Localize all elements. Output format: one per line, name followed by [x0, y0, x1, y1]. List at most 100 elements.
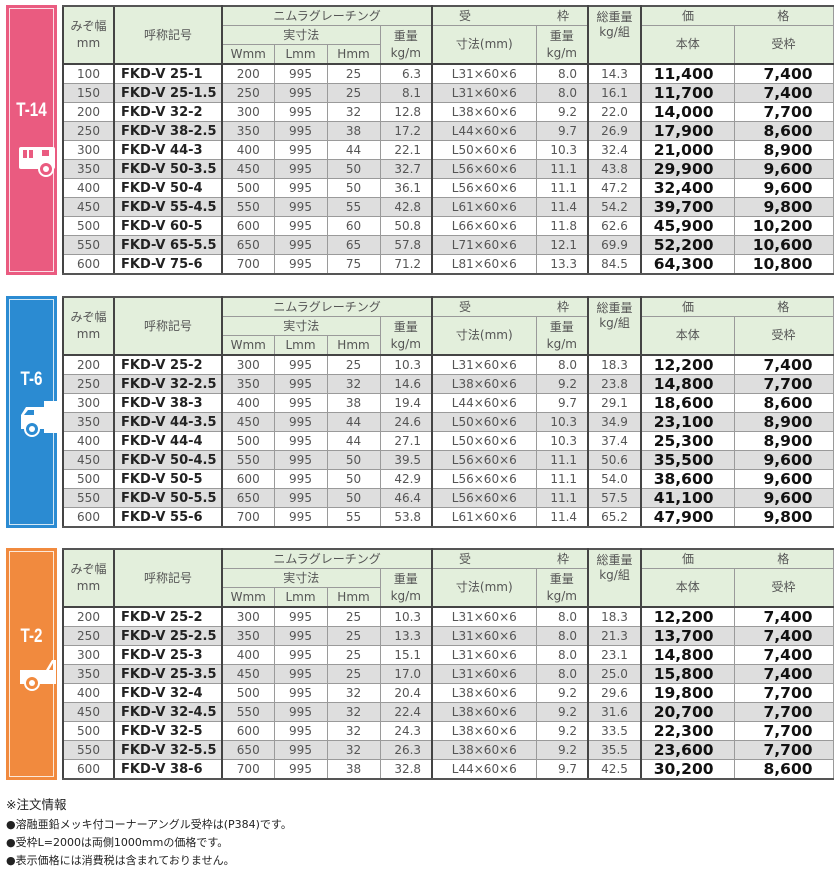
- cell-width: 550: [63, 236, 114, 255]
- cell-name: FKD-V 50-5.5: [114, 489, 222, 508]
- header-frame-a: 受: [432, 6, 536, 26]
- header-grating: ニムラグレーチング: [222, 549, 432, 569]
- cell-l: 995: [274, 64, 327, 84]
- cell-name: FKD-V 55-4.5: [114, 198, 222, 217]
- cell-body-price: 41,100: [641, 489, 734, 508]
- cell-frame-price: 9,600: [734, 470, 833, 489]
- load-class-label: T-14: [11, 100, 52, 122]
- cell-name: FKD-V 50-4: [114, 179, 222, 198]
- cell-frame-price: 7,700: [734, 722, 833, 741]
- cell-body-price: 35,500: [641, 451, 734, 470]
- cell-frame-size: L38×60×6: [432, 375, 536, 394]
- cell-frame-size: L38×60×6: [432, 103, 536, 122]
- cell-w: 700: [222, 255, 274, 275]
- note-item: ●受枠L=2000は両側1000mmの価格です。: [6, 834, 292, 852]
- cell-name: FKD-V 50-5: [114, 470, 222, 489]
- cell-frame-price: 7,400: [734, 355, 833, 375]
- header-w: Wmm: [222, 588, 274, 608]
- cell-width: 350: [63, 160, 114, 179]
- cell-width: 500: [63, 722, 114, 741]
- cell-w: 200: [222, 64, 274, 84]
- cell-weight: 57.8: [380, 236, 432, 255]
- cell-width: 500: [63, 217, 114, 236]
- cell-frame-weight: 9.7: [536, 760, 588, 780]
- cell-h: 55: [327, 198, 380, 217]
- price-table-block-t-14: T-14 みぞ幅mm 呼称記号 ニムラグレーチング 受 枠 総重量kg/組 価 …: [0, 5, 836, 275]
- cell-total-weight: 43.8: [588, 160, 641, 179]
- cell-h: 32: [327, 375, 380, 394]
- cell-weight: 6.3: [380, 64, 432, 84]
- price-table-block-t-6: T-6 みぞ幅mm 呼称記号 ニムラグレーチング 受 枠 総重量kg/組 価 格…: [0, 296, 836, 528]
- table-row: 600FKD-V 38-67009953832.8L44×60×69.742.5…: [63, 760, 833, 780]
- cell-w: 600: [222, 217, 274, 236]
- cell-width: 500: [63, 470, 114, 489]
- cell-name: FKD-V 25-3.5: [114, 665, 222, 684]
- cell-w: 450: [222, 665, 274, 684]
- table-row: 300FKD-V 25-34009952515.1L31×60×68.023.1…: [63, 646, 833, 665]
- cell-total-weight: 62.6: [588, 217, 641, 236]
- header-l: Lmm: [274, 336, 327, 356]
- cell-body-price: 14,800: [641, 375, 734, 394]
- header-actual-size: 実寸法: [222, 569, 380, 588]
- header-frame-price: 受枠: [734, 26, 833, 65]
- cell-body-price: 13,700: [641, 627, 734, 646]
- cell-w: 650: [222, 236, 274, 255]
- cell-weight: 14.6: [380, 375, 432, 394]
- cell-l: 995: [274, 375, 327, 394]
- cell-body-price: 47,900: [641, 508, 734, 528]
- cell-total-weight: 69.9: [588, 236, 641, 255]
- cell-h: 55: [327, 508, 380, 528]
- cell-weight: 22.1: [380, 141, 432, 160]
- header-frame-a: 受: [432, 549, 536, 569]
- cell-w: 650: [222, 489, 274, 508]
- cell-body-price: 39,700: [641, 198, 734, 217]
- table-row: 250FKD-V 32-2.53509953214.6L38×60×69.223…: [63, 375, 833, 394]
- cell-width: 450: [63, 451, 114, 470]
- cell-body-price: 45,900: [641, 217, 734, 236]
- cell-h: 44: [327, 141, 380, 160]
- cell-name: FKD-V 32-2.5: [114, 375, 222, 394]
- cell-frame-price: 7,400: [734, 665, 833, 684]
- cell-frame-size: L44×60×6: [432, 760, 536, 780]
- table-row: 150FKD-V 25-1.5250995258.1L31×60×68.016.…: [63, 84, 833, 103]
- cell-h: 25: [327, 627, 380, 646]
- cell-width: 450: [63, 198, 114, 217]
- cell-frame-price: 7,700: [734, 375, 833, 394]
- table-row: 550FKD-V 32-5.56509953226.3L38×60×69.235…: [63, 741, 833, 760]
- price-table: みぞ幅mm 呼称記号 ニムラグレーチング 受 枠 総重量kg/組 価 格 実寸法…: [62, 296, 834, 528]
- cell-frame-price: 8,600: [734, 394, 833, 413]
- cell-frame-price: 8,900: [734, 413, 833, 432]
- cell-l: 995: [274, 217, 327, 236]
- header-h: Hmm: [327, 588, 380, 608]
- cell-total-weight: 47.2: [588, 179, 641, 198]
- cell-width: 350: [63, 665, 114, 684]
- cell-width: 400: [63, 432, 114, 451]
- cell-l: 995: [274, 470, 327, 489]
- load-class-label: T-2: [11, 626, 52, 648]
- cell-h: 50: [327, 179, 380, 198]
- cell-name: FKD-V 25-2: [114, 355, 222, 375]
- cell-width: 550: [63, 489, 114, 508]
- cell-h: 38: [327, 394, 380, 413]
- table-row: 250FKD-V 25-2.53509952513.3L31×60×68.021…: [63, 627, 833, 646]
- cell-weight: 42.8: [380, 198, 432, 217]
- cell-body-price: 22,300: [641, 722, 734, 741]
- table-row: 350FKD-V 44-3.54509954424.6L50×60×610.33…: [63, 413, 833, 432]
- cell-body-price: 19,800: [641, 684, 734, 703]
- cell-frame-price: 10,600: [734, 236, 833, 255]
- cell-name: FKD-V 50-4.5: [114, 451, 222, 470]
- cell-weight: 71.2: [380, 255, 432, 275]
- cell-w: 300: [222, 355, 274, 375]
- cell-frame-price: 8,900: [734, 432, 833, 451]
- cell-h: 32: [327, 722, 380, 741]
- header-name: 呼称記号: [114, 6, 222, 64]
- header-actual-size: 実寸法: [222, 317, 380, 336]
- cell-frame-price: 7,400: [734, 64, 833, 84]
- table-row: 400FKD-V 32-45009953220.4L38×60×69.229.6…: [63, 684, 833, 703]
- cell-h: 32: [327, 103, 380, 122]
- table-row: 600FKD-V 75-67009957571.2L81×60×613.384.…: [63, 255, 833, 275]
- cell-h: 25: [327, 84, 380, 103]
- cell-l: 995: [274, 355, 327, 375]
- cell-weight: 15.1: [380, 646, 432, 665]
- cell-total-weight: 29.6: [588, 684, 641, 703]
